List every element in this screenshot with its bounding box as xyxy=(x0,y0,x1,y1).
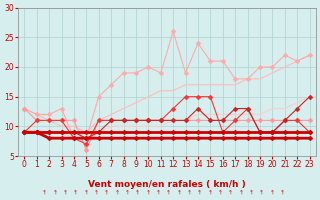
Text: ↗: ↗ xyxy=(176,189,183,196)
Text: ↗: ↗ xyxy=(197,189,204,196)
Text: ↗: ↗ xyxy=(228,189,235,196)
Text: ↗: ↗ xyxy=(73,189,80,196)
Text: ↗: ↗ xyxy=(156,189,162,196)
Text: ↗: ↗ xyxy=(62,189,69,196)
Text: ↗: ↗ xyxy=(187,189,193,196)
Text: ↗: ↗ xyxy=(279,189,286,196)
Text: ↗: ↗ xyxy=(104,189,111,196)
Text: ↗: ↗ xyxy=(145,189,152,196)
X-axis label: Vent moyen/en rafales ( km/h ): Vent moyen/en rafales ( km/h ) xyxy=(88,180,246,189)
Text: ↗: ↗ xyxy=(93,189,100,196)
Text: ↗: ↗ xyxy=(248,189,255,196)
Text: ↗: ↗ xyxy=(166,189,172,196)
Text: ↗: ↗ xyxy=(238,189,245,196)
Text: ↗: ↗ xyxy=(83,189,90,196)
Text: ↗: ↗ xyxy=(269,189,276,196)
Text: ↗: ↗ xyxy=(207,189,214,196)
Text: ↗: ↗ xyxy=(52,189,59,196)
Text: ↗: ↗ xyxy=(124,189,131,196)
Text: ↗: ↗ xyxy=(135,189,141,196)
Text: ↗: ↗ xyxy=(217,189,224,196)
Text: ↗: ↗ xyxy=(114,189,121,196)
Text: ↗: ↗ xyxy=(42,189,49,196)
Text: ↗: ↗ xyxy=(259,189,266,196)
